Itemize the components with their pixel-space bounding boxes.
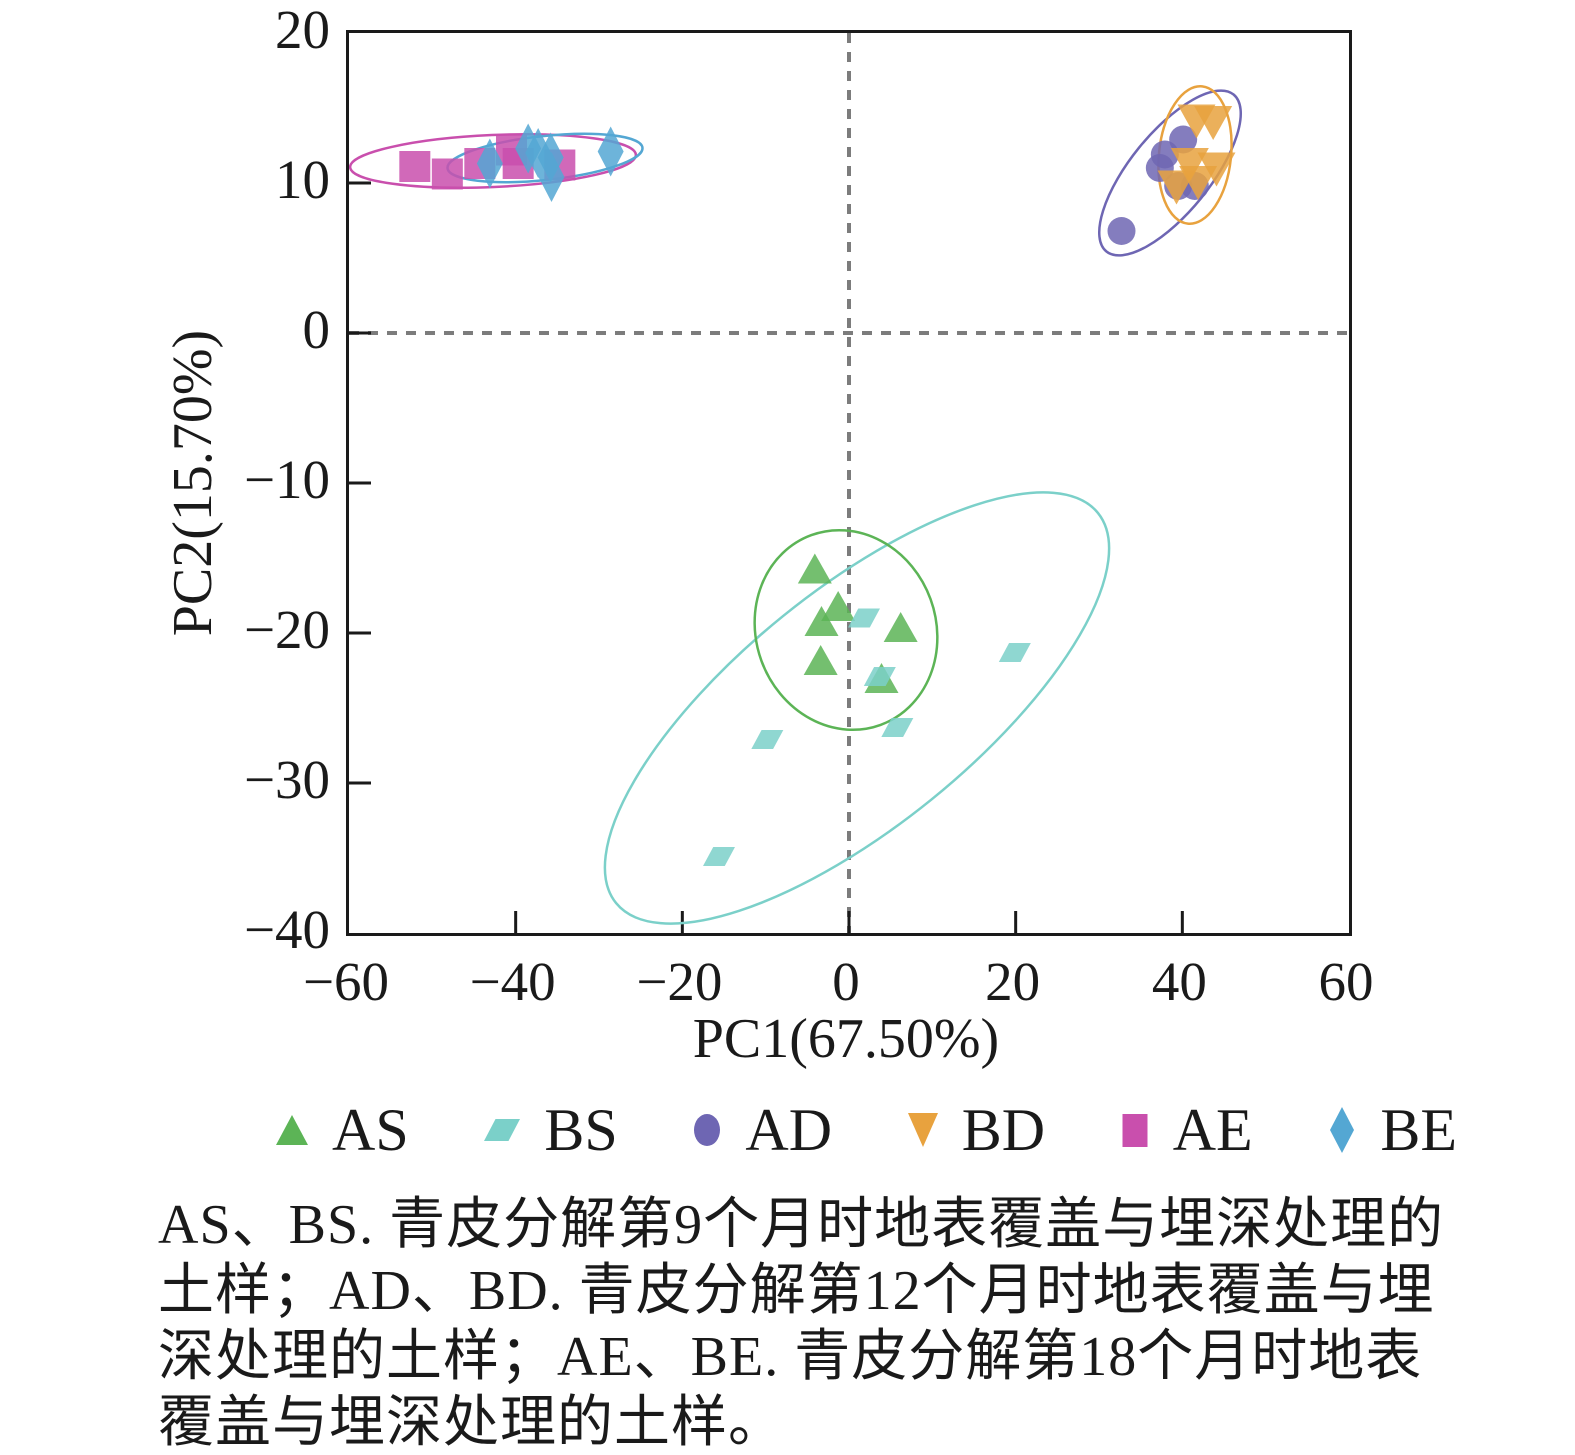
bd-data-point — [1157, 170, 1196, 205]
plot-area — [346, 30, 1352, 936]
bs-data-point — [998, 643, 1031, 662]
confidence-ellipse-as — [753, 528, 939, 732]
as-data-point — [804, 606, 839, 636]
legend-label-as: AS — [332, 1097, 409, 1163]
y-tick-label: −10 — [243, 449, 330, 510]
confidence-ellipse-ae — [349, 133, 638, 189]
legend-label-be: BE — [1380, 1097, 1457, 1163]
legend-item-ad: AD — [689, 1094, 832, 1166]
ae-data-point — [431, 158, 463, 190]
bs-legend-marker — [484, 1119, 521, 1141]
legend-item-be: BE — [1324, 1094, 1457, 1166]
legend-item-bs: BS — [480, 1094, 618, 1166]
y-tick-label: 10 — [275, 149, 330, 210]
bd-data-point — [1197, 152, 1236, 187]
ae-legend-marker-icon — [1122, 1113, 1148, 1147]
y-tick-label: 0 — [302, 299, 331, 360]
confidence-ellipse-bs — [603, 491, 1111, 925]
x-axis-label: PC1(67.50%) — [692, 1008, 1000, 1070]
as-data-point — [803, 645, 838, 675]
ad-data-point — [1107, 217, 1136, 245]
bd-data-point — [1179, 166, 1218, 200]
x-tick-label: −20 — [636, 951, 723, 1012]
be-legend-marker — [1330, 1107, 1355, 1153]
x-tick-label: −60 — [302, 951, 390, 1012]
legend-label-ad: AD — [745, 1097, 833, 1163]
as-legend-marker — [276, 1115, 308, 1145]
bd-legend-marker — [907, 1113, 938, 1147]
caption-line-2: 土样；AD、BD. 青皮分解第12个月时地表覆盖与埋 — [158, 1260, 1435, 1322]
bs-data-point — [863, 667, 896, 686]
legend-item-ae: AE — [1117, 1094, 1253, 1166]
figure-caption: AS、BS. 青皮分解第9个月时地表覆盖与埋深处理的 土样；AD、BD. 青皮分… — [158, 1192, 1468, 1455]
caption-line-1: AS、BS. 青皮分解第9个月时地表覆盖与埋深处理的 — [158, 1194, 1445, 1256]
bd-legend-marker-icon — [907, 1113, 938, 1147]
legend-item-bd: BD — [904, 1094, 1045, 1166]
bs-data-point — [881, 718, 914, 737]
x-tick-label: 20 — [985, 951, 1041, 1012]
y-tick-label: −20 — [243, 599, 330, 660]
be-legend-marker-icon — [1330, 1107, 1355, 1153]
be-data-point — [538, 152, 565, 202]
legend-label-bs: BS — [544, 1097, 618, 1163]
scatter-plot-canvas — [349, 33, 1349, 933]
caption-line-4: 覆盖与埋深处理的土样。 — [158, 1392, 785, 1454]
legend: AS BS AD BD AE BE — [272, 1094, 1457, 1166]
legend-label-bd: BD — [961, 1097, 1046, 1163]
x-tick-label: 40 — [1151, 951, 1207, 1012]
caption-line-3: 深处理的土样；AE、BE. 青皮分解第18个月时地表 — [158, 1326, 1423, 1388]
y-tick-label: 20 — [275, 0, 330, 60]
as-data-point — [883, 612, 918, 642]
ae-legend-marker — [1122, 1113, 1148, 1147]
legend-label-ae: AE — [1172, 1097, 1253, 1163]
x-tick-label: 60 — [1318, 951, 1374, 1012]
bs-data-point — [751, 730, 784, 749]
y-tick-label: −30 — [243, 749, 330, 810]
ad-legend-marker-icon — [694, 1114, 721, 1146]
ad-legend-marker — [694, 1114, 721, 1146]
be-data-point — [597, 126, 624, 177]
legend-item-as: AS — [272, 1094, 409, 1166]
as-data-point — [797, 553, 832, 584]
bd-data-point — [1194, 106, 1233, 140]
y-tick-label: −40 — [243, 899, 330, 960]
x-tick-label: 0 — [832, 951, 860, 1012]
as-data-point — [821, 591, 856, 621]
x-tick-label: −40 — [469, 951, 556, 1012]
as-legend-marker-icon — [276, 1115, 308, 1145]
bs-legend-marker-icon — [484, 1119, 521, 1141]
be-data-point — [476, 138, 503, 189]
bs-data-point — [848, 608, 880, 628]
be-data-point — [525, 128, 552, 178]
ae-data-point — [399, 151, 431, 182]
bs-data-point — [703, 847, 735, 866]
bd-data-point — [1170, 148, 1209, 182]
